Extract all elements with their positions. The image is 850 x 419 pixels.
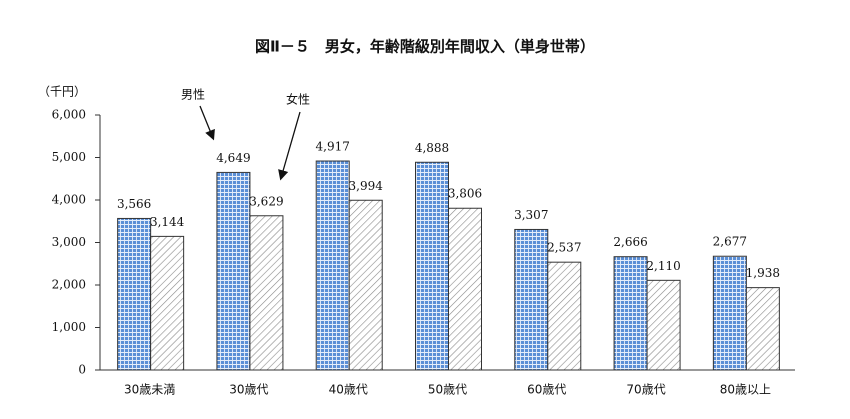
y-tick-label: 0 [78,363,86,377]
y-tick-label: 1,000 [52,320,86,334]
value-label: 1,938 [746,266,780,280]
x-tick-label: 60歳代 [527,383,566,397]
annotation-male: 男性 [181,88,205,102]
bar [315,160,350,371]
x-tick-label: 30歳代 [229,383,268,397]
value-label: 3,806 [448,187,482,201]
value-label: 3,566 [117,197,151,211]
bar [745,287,780,371]
value-label: 4,888 [415,141,449,155]
bar [249,215,284,371]
bar [712,255,747,371]
x-tick-label: 30歳未満 [124,383,175,397]
value-label: 2,537 [547,241,581,255]
y-tick-label: 5,000 [52,150,86,164]
bar [216,171,251,371]
x-tick-label: 80歳以上 [720,383,771,397]
bar [613,256,648,371]
value-label: 3,307 [514,208,548,222]
value-label: 2,110 [646,259,680,273]
value-label: 2,666 [613,235,647,249]
annotation-arrow [199,105,215,141]
value-label: 4,917 [316,140,350,154]
bar [150,235,185,371]
value-label: 2,677 [713,235,747,249]
chart-title: 図Ⅱ－５ 男女，年齢階級別年間収入（単身世帯） [255,38,595,56]
x-tick-label: 50歳代 [428,383,467,397]
bar [514,228,549,371]
y-tick-label: 3,000 [52,235,86,249]
y-tick-label: 6,000 [52,108,86,122]
y-unit: （千円） [38,85,86,99]
bar [348,199,383,371]
x-tick-label: 40歳代 [329,383,368,397]
x-tick-label: 70歳代 [626,383,665,397]
bar [415,161,449,371]
bar [547,261,582,371]
bar [117,217,152,371]
value-label: 3,629 [249,194,283,208]
annotation-female: 女性 [286,92,310,107]
y-tick-label: 4,000 [52,193,86,207]
value-label: 3,994 [349,179,384,193]
bar [646,279,681,371]
y-tick-label: 2,000 [52,278,86,292]
annotation-arrow [278,111,301,181]
value-label: 4,649 [216,151,250,165]
value-label: 3,144 [150,215,185,229]
bar [448,207,482,371]
